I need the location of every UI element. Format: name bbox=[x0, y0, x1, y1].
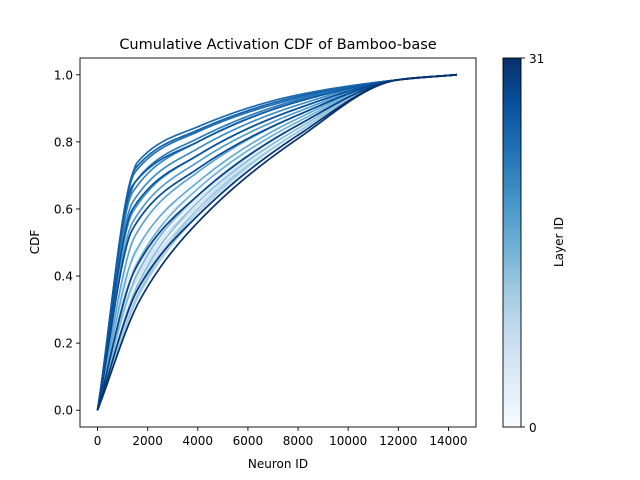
colorbar-max-label: 31 bbox=[529, 52, 544, 66]
y-axis-ticks: 0.0 0.2 0.4 0.6 0.8 1.0 bbox=[54, 68, 80, 418]
layer-curve-31 bbox=[96, 73, 457, 411]
x-tick-label: 0 bbox=[94, 434, 102, 448]
x-tick-label: 10000 bbox=[329, 434, 367, 448]
y-tick-label: 1.0 bbox=[54, 68, 73, 82]
y-tick-label: 0.8 bbox=[54, 135, 73, 149]
layer-curves bbox=[96, 73, 457, 411]
x-tick-label: 14000 bbox=[429, 434, 467, 448]
x-tick-label: 12000 bbox=[379, 434, 417, 448]
x-tick-label: 2000 bbox=[132, 434, 163, 448]
x-tick-label: 4000 bbox=[183, 434, 214, 448]
y-tick-label: 0.4 bbox=[54, 270, 73, 284]
y-axis-label: CDF bbox=[28, 230, 42, 255]
y-tick-label: 0.6 bbox=[54, 202, 73, 216]
x-tick-label: 8000 bbox=[283, 434, 314, 448]
y-tick-label: 0.2 bbox=[54, 337, 73, 351]
chart-title: Cumulative Activation CDF of Bamboo-base bbox=[119, 37, 436, 53]
x-axis-label: Neuron ID bbox=[248, 457, 308, 471]
colorbar: 31 0 Layer ID bbox=[502, 52, 566, 435]
x-tick-label: 6000 bbox=[233, 434, 264, 448]
plot-frame bbox=[79, 57, 477, 428]
colorbar-min-label: 0 bbox=[529, 421, 537, 435]
x-axis-ticks: 0 2000 4000 6000 8000 10000 12000 14000 bbox=[94, 427, 468, 448]
colorbar-label: Layer ID bbox=[552, 217, 566, 267]
y-tick-label: 0.0 bbox=[54, 404, 73, 418]
colorbar-gradient bbox=[502, 57, 522, 428]
